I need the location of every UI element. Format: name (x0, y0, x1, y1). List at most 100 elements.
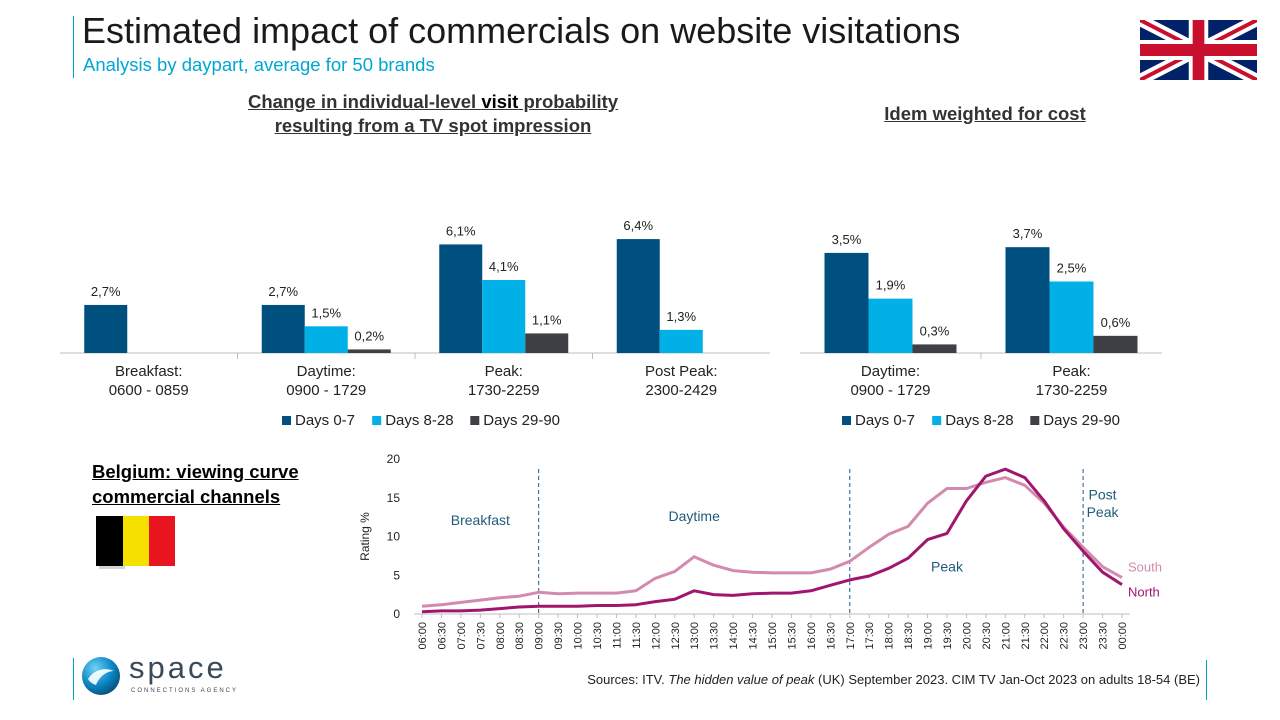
left-title-visit: visit (481, 91, 519, 112)
x-tick-label: 17:30 (864, 622, 876, 650)
category-label: Daytime: (297, 363, 356, 380)
bar-days-0-7 (84, 304, 128, 353)
title-accent-line (73, 16, 74, 78)
bar-days-8-28 (659, 329, 703, 353)
bar-data-label: 2,7% (268, 284, 298, 299)
category-label: 0900 - 1729 (286, 382, 366, 399)
bar-days-0-7 (616, 239, 660, 353)
series-label-south: South (1128, 560, 1162, 575)
bar-days-29-90 (347, 349, 391, 353)
bar-data-label: 4,1% (489, 259, 519, 274)
category-label: Breakfast: (115, 363, 183, 380)
x-tick-label: 07:00 (456, 622, 468, 650)
x-tick-label: 15:30 (786, 622, 798, 650)
legend-label: Days 8-28 (945, 412, 1013, 429)
category-label: 0600 - 0859 (109, 382, 189, 399)
belgium-flag-icon (96, 516, 175, 569)
bar-days-29-90 (912, 344, 957, 353)
bar-days-0-7 (261, 304, 305, 353)
page-title: Estimated impact of commercials on websi… (82, 10, 961, 51)
series-label-north: North (1128, 585, 1160, 600)
x-tick-label: 18:00 (884, 622, 896, 650)
y-tick-label: 0 (393, 607, 400, 621)
source-suffix: (UK) September 2023. CIM TV Jan-Oct 2023… (814, 672, 1200, 687)
left-title-part-c: probability (518, 91, 619, 112)
left-chart-title: Change in individual-level visit probabi… (213, 90, 653, 138)
x-tick-label: 22:00 (1039, 622, 1051, 650)
x-tick-label: 17:00 (845, 622, 857, 650)
bar-data-label: 2,7% (91, 284, 121, 299)
x-tick-label: 06:30 (436, 622, 448, 650)
x-tick-label: 19:00 (923, 622, 935, 650)
legend-swatch (842, 416, 851, 425)
x-tick-label: 12:30 (670, 622, 682, 650)
legend-swatch (470, 416, 480, 425)
category-label: 2300-2429 (645, 382, 717, 399)
daypart-annotation: Breakfast (451, 512, 510, 528)
bar-data-label: 1,9% (876, 278, 906, 293)
bar-days-29-90 (525, 333, 569, 353)
legend-label: Days 8-28 (385, 412, 453, 429)
x-tick-label: 12:00 (650, 622, 662, 650)
legend-label: Days 29-90 (1043, 412, 1120, 429)
x-tick-label: 18:30 (903, 622, 915, 650)
daypart-annotation: Post (1089, 486, 1117, 502)
x-tick-label: 16:30 (825, 622, 837, 650)
bar-data-label: 0,3% (920, 323, 950, 338)
x-tick-label: 19:30 (942, 622, 954, 650)
legend-swatch (932, 416, 942, 425)
daypart-annotation: Daytime (669, 508, 721, 524)
x-tick-label: 23:00 (1078, 622, 1090, 650)
daypart-annotation: Peak (1087, 504, 1120, 520)
bar-data-label: 2,5% (1057, 261, 1087, 276)
category-label: 0900 - 1729 (850, 382, 930, 399)
x-tick-label: 09:00 (534, 622, 546, 650)
category-label: 1730-2259 (1036, 382, 1108, 399)
legend-label: Days 0-7 (295, 412, 355, 429)
source-italic: The hidden value of peak (668, 672, 815, 687)
belgium-title-line1: Belgium: viewing curve (92, 461, 299, 482)
bar-days-8-28 (304, 326, 348, 353)
bar-days-29-90 (1093, 335, 1138, 353)
uk-flag-icon (1140, 20, 1257, 80)
right-chart-title: Idem weighted for cost (884, 103, 1086, 124)
x-tick-label: 11:00 (611, 622, 623, 649)
bar-days-8-28 (482, 280, 526, 353)
x-tick-label: 14:30 (748, 622, 760, 650)
x-tick-label: 20:30 (981, 622, 993, 650)
legend-label: Days 0-7 (855, 412, 915, 429)
logo-accent-line (73, 658, 74, 700)
category-label: Peak: (1052, 363, 1090, 380)
bar-data-label: 6,1% (446, 223, 476, 238)
source-note: Sources: ITV. The hidden value of peak (… (587, 672, 1200, 687)
category-label: Peak: (485, 363, 523, 380)
x-tick-label: 16:00 (806, 622, 818, 650)
belgium-title: Belgium: viewing curve commercial channe… (92, 459, 299, 509)
bar-data-label: 3,5% (832, 232, 862, 247)
x-tick-label: 00:00 (1117, 622, 1129, 650)
bar-days-0-7 (1005, 247, 1050, 353)
x-tick-label: 14:00 (728, 622, 740, 650)
source-accent-line (1206, 660, 1207, 700)
bar-days-8-28 (1049, 281, 1094, 353)
bar-data-label: 0,2% (354, 328, 384, 343)
viewing-curve-chart: 0 5 10 15 20 Rating % 06:00 06:30 07:00 07:30 08:0… (358, 452, 1162, 650)
y-axis-label: Rating % (358, 512, 372, 561)
x-tick-label: 15:00 (767, 622, 779, 650)
bar-days-8-28 (868, 298, 913, 353)
belgium-title-line2: commercial channels (92, 486, 281, 507)
x-tick-label: 22:30 (1059, 622, 1071, 650)
legend-label: Days 29-90 (483, 412, 560, 429)
category-label: Post Peak: (645, 363, 718, 380)
series-line-south (421, 476, 1123, 608)
y-tick-label: 15 (387, 491, 401, 505)
daypart-annotation: Peak (931, 558, 964, 574)
x-tick-label: 20:00 (961, 622, 973, 650)
x-tick-label: 21:30 (1020, 622, 1032, 650)
legend-swatch (282, 416, 291, 425)
logo-wordmark: space (129, 650, 227, 685)
x-tick-label: 13:00 (689, 622, 701, 650)
bar-data-label: 1,1% (532, 312, 562, 327)
y-tick-label: 5 (393, 568, 400, 582)
x-tick-label: 11:30 (631, 622, 643, 649)
